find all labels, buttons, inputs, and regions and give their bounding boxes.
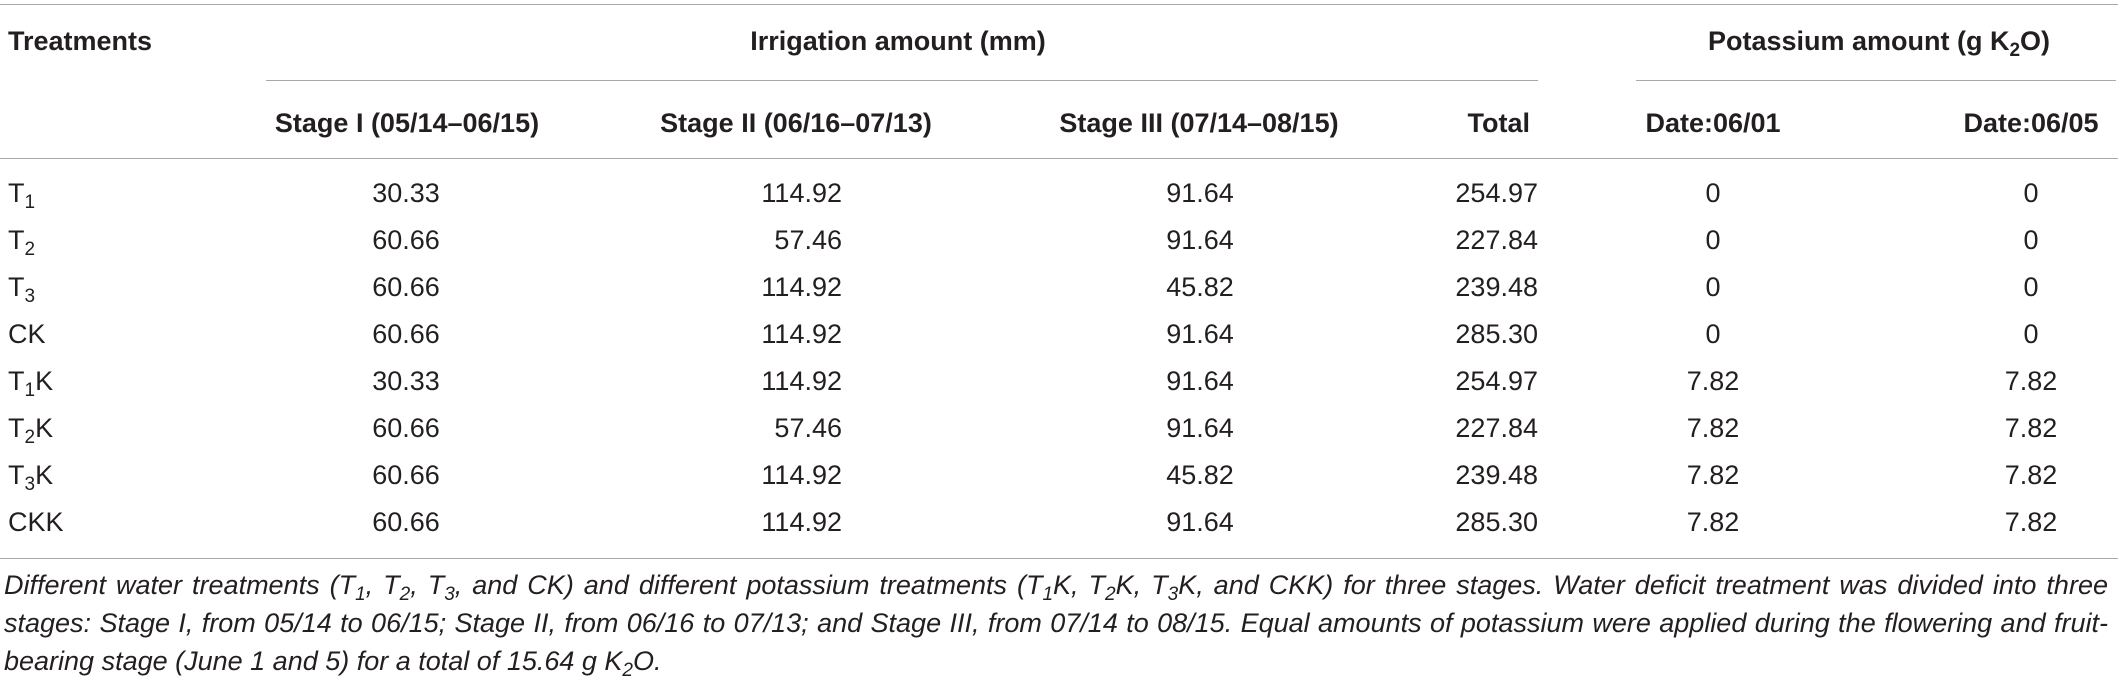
cell-stage-3: 45.82 (1166, 460, 1234, 490)
cell-stage-2: 114.92 (761, 178, 842, 208)
cell-stage-1: 60.66 (372, 413, 440, 443)
cell-total: 285.30 (1455, 507, 1538, 537)
cell-stage-2: 114.92 (761, 507, 842, 537)
cell-stage-2: 114.92 (761, 272, 842, 302)
table-top-rule (0, 4, 2118, 5)
table-footnote: Different water treatments (T1, T2, T3, … (4, 570, 2108, 681)
cell-total: 285.30 (1455, 319, 1538, 349)
cell-stage-1: 60.66 (372, 460, 440, 490)
cell-stage-3: 91.64 (1166, 507, 1234, 537)
cell-stage-3: 45.82 (1166, 272, 1234, 302)
header-date-0601: Date:06/01 (1645, 108, 1781, 138)
cell-total: 254.97 (1455, 366, 1538, 396)
cell-stage-1: 30.33 (372, 366, 440, 396)
cell-stage-1: 30.33 (372, 178, 440, 208)
table-bottom-rule (0, 558, 2118, 559)
cell-date-0601: 0 (1705, 225, 1721, 255)
row-label: T1 (8, 178, 36, 213)
cell-stage-2: 114.92 (761, 366, 842, 396)
header-irrigation-group: Irrigation amount (mm) (750, 26, 1046, 56)
cell-stage-1: 60.66 (372, 225, 440, 255)
row-label: CK (8, 319, 46, 349)
header-date-0605: Date:06/05 (1963, 108, 2099, 138)
row-label: CKK (8, 507, 64, 537)
cell-stage-1: 60.66 (372, 319, 440, 349)
header-treatments: Treatments (8, 26, 153, 56)
cell-stage-3: 91.64 (1166, 319, 1234, 349)
cell-stage-2: 57.46 (774, 413, 842, 443)
irrigation-group-rule (266, 80, 1538, 81)
header-stage-3: Stage III (07/14–08/15) (1059, 108, 1339, 138)
cell-date-0601: 7.82 (1686, 413, 1740, 443)
cell-stage-3: 91.64 (1166, 366, 1234, 396)
header-bottom-rule (0, 158, 2118, 159)
cell-date-0601: 0 (1705, 319, 1721, 349)
cell-date-0601: 7.82 (1686, 460, 1740, 490)
cell-total: 227.84 (1455, 413, 1538, 443)
cell-date-0605: 7.82 (2004, 507, 2058, 537)
cell-date-0601: 0 (1705, 178, 1721, 208)
cell-stage-3: 91.64 (1166, 413, 1234, 443)
row-label: T3K (8, 460, 54, 495)
cell-stage-2: 114.92 (761, 319, 842, 349)
cell-date-0601: 7.82 (1686, 507, 1740, 537)
cell-stage-1: 60.66 (372, 507, 440, 537)
cell-total: 227.84 (1455, 225, 1538, 255)
cell-date-0601: 0 (1705, 272, 1721, 302)
cell-total: 239.48 (1455, 460, 1538, 490)
cell-total: 239.48 (1455, 272, 1538, 302)
cell-date-0601: 7.82 (1686, 366, 1740, 396)
cell-date-0605: 0 (2023, 272, 2039, 302)
potassium-group-rule (1636, 80, 2116, 81)
cell-date-0605: 0 (2023, 178, 2039, 208)
header-stage-1: Stage I (05/14–06/15) (274, 108, 540, 138)
cell-total: 254.97 (1455, 178, 1538, 208)
cell-date-0605: 0 (2023, 319, 2039, 349)
cell-date-0605: 7.82 (2004, 366, 2058, 396)
cell-date-0605: 7.82 (2004, 413, 2058, 443)
row-label: T2 (8, 225, 36, 260)
row-label: T3 (8, 272, 36, 307)
row-label: T1K (8, 366, 54, 401)
cell-date-0605: 0 (2023, 225, 2039, 255)
cell-stage-2: 114.92 (761, 460, 842, 490)
header-stage-2: Stage II (06/16–07/13) (660, 108, 932, 138)
cell-stage-3: 91.64 (1166, 178, 1234, 208)
header-potassium-group: Potassium amount (g K2O) (1707, 26, 2051, 61)
header-total: Total (1467, 108, 1531, 138)
cell-stage-2: 57.46 (774, 225, 842, 255)
cell-stage-3: 91.64 (1166, 225, 1234, 255)
cell-stage-1: 60.66 (372, 272, 440, 302)
row-label: T2K (8, 413, 54, 448)
cell-date-0605: 7.82 (2004, 460, 2058, 490)
